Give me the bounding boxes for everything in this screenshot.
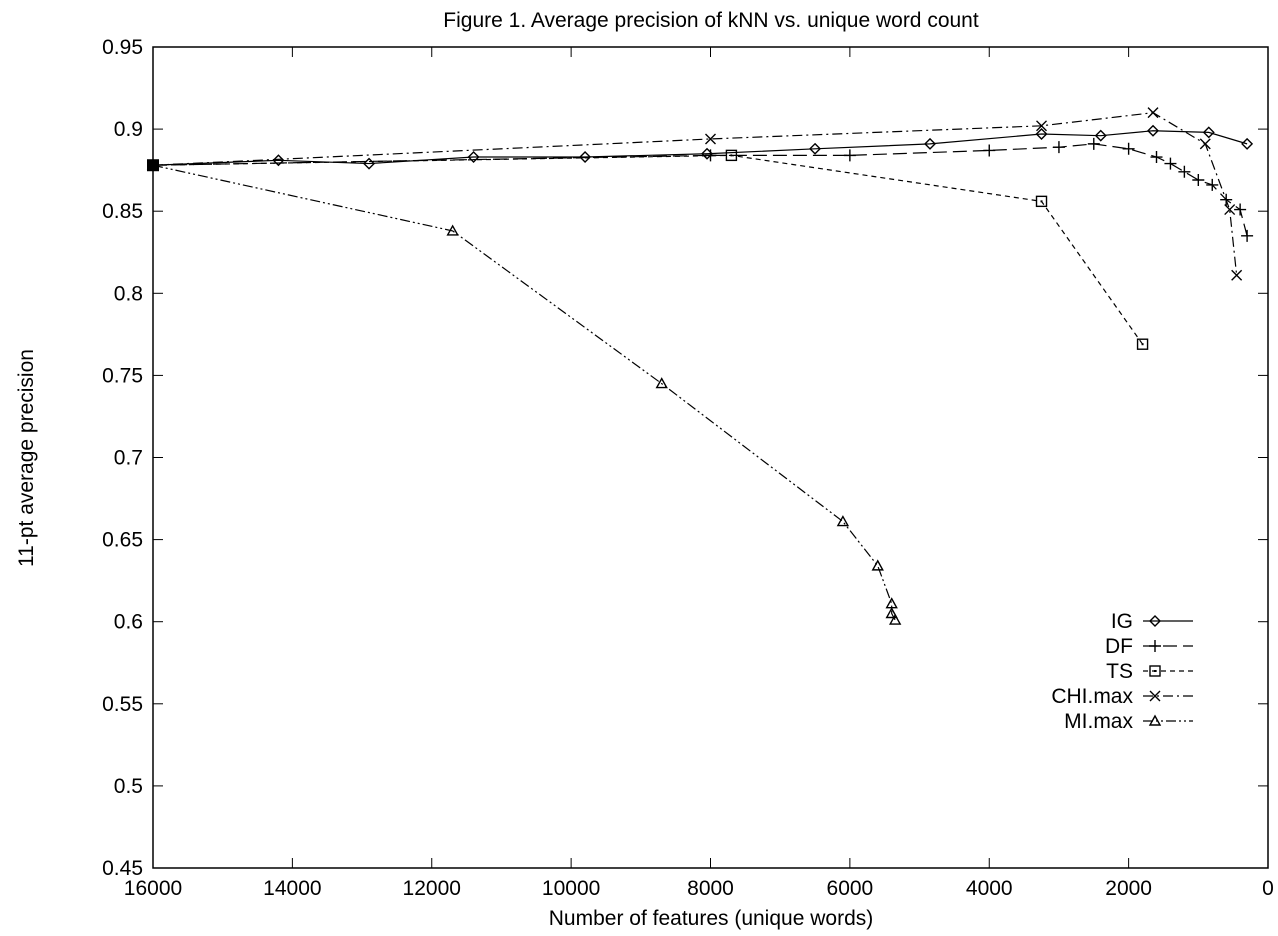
data-point — [1231, 269, 1243, 281]
series-group — [146, 107, 1254, 625]
data-point — [1147, 124, 1160, 137]
x-tick-label: 6000 — [827, 877, 874, 900]
y-tick-label: 0.45 — [102, 857, 143, 880]
data-point — [705, 133, 716, 145]
legend-item: DF — [1105, 635, 1193, 658]
data-point — [836, 515, 850, 527]
data-point-dot — [1040, 200, 1043, 203]
data-point-start — [147, 159, 159, 172]
data-point — [1150, 151, 1163, 164]
data-point — [446, 224, 459, 236]
legend-marker — [1148, 714, 1162, 726]
series-ig — [147, 124, 1254, 172]
data-point — [1234, 203, 1247, 216]
y-tick-label: 0.55 — [102, 693, 143, 716]
data-point — [885, 607, 898, 619]
data-point — [1094, 129, 1107, 142]
data-point — [1122, 142, 1135, 155]
legend-marker — [1149, 690, 1161, 702]
data-point — [1136, 338, 1149, 350]
data-point — [871, 559, 884, 571]
data-point — [1036, 120, 1048, 132]
chart-title: Figure 1. Average precision of kNN vs. u… — [443, 9, 979, 32]
data-point — [1206, 178, 1219, 191]
x-tick-label: 16000 — [124, 877, 182, 900]
legend-label: TS — [1106, 660, 1133, 683]
data-point — [1035, 128, 1048, 141]
legend-marker-dot — [1154, 670, 1156, 672]
data-point — [1147, 107, 1159, 119]
y-tick-label: 0.65 — [102, 529, 143, 552]
data-point — [1052, 141, 1065, 154]
y-tick-label: 0.95 — [102, 36, 143, 59]
data-point-dot — [730, 154, 733, 157]
y-tick-label: 0.75 — [102, 364, 143, 387]
legend-marker — [1149, 640, 1161, 652]
legend-label: IG — [1111, 610, 1133, 633]
x-tick-label: 8000 — [687, 877, 734, 900]
data-point — [467, 151, 480, 164]
data-point — [1199, 138, 1211, 150]
legend-item: CHI.max — [1051, 685, 1193, 708]
data-point — [1192, 174, 1205, 187]
y-tick-label: 0.7 — [114, 447, 143, 470]
legend-item: TS — [1106, 660, 1193, 683]
plot-frame — [152, 46, 1269, 869]
x-tick-label: 4000 — [966, 877, 1013, 900]
x-tick-label: 12000 — [403, 877, 461, 900]
series-chi-max — [147, 107, 1243, 281]
x-tick-label: 2000 — [1105, 877, 1152, 900]
data-point — [1241, 229, 1254, 242]
y-tick-label: 0.5 — [114, 775, 143, 798]
series-line — [152, 164, 896, 621]
data-point — [725, 149, 738, 162]
data-point — [1087, 137, 1100, 150]
data-point — [924, 137, 937, 150]
data-point — [579, 151, 592, 164]
data-point — [1178, 165, 1191, 178]
series-line — [152, 130, 1248, 166]
data-point — [1241, 137, 1254, 150]
legend-item: MI.max — [1064, 710, 1193, 733]
data-point — [809, 142, 822, 155]
y-axis-label: 11-pt average precision — [15, 349, 38, 567]
axis-ticks: 16000 14000 12000 10000 8000 6000 4000 2000 0 0.4… — [102, 36, 1274, 900]
data-point — [655, 377, 668, 389]
x-tick-label: 14000 — [263, 877, 321, 900]
data-point — [1202, 126, 1215, 139]
x-tick-label: 0 — [1262, 877, 1274, 900]
legend-marker — [1149, 615, 1161, 627]
data-point-dot — [1141, 343, 1144, 346]
data-point — [843, 149, 856, 162]
series-mi-max — [146, 158, 902, 625]
series-line — [152, 154, 1144, 345]
series-ts — [147, 149, 1149, 350]
data-point — [983, 144, 996, 157]
data-point — [1164, 157, 1177, 170]
data-point — [888, 613, 902, 625]
x-axis-label: Number of features (unique words) — [549, 907, 874, 930]
legend-item: IG — [1111, 610, 1193, 633]
y-tick-label: 0.85 — [102, 200, 143, 223]
y-tick-label: 0.9 — [114, 118, 143, 141]
series-line — [152, 112, 1238, 276]
y-tick-label: 0.6 — [114, 611, 143, 634]
data-point — [1035, 195, 1048, 208]
legend-label: DF — [1105, 635, 1133, 658]
x-tick-label: 10000 — [542, 877, 600, 900]
data-point — [1224, 204, 1236, 216]
y-tick-label: 0.8 — [114, 282, 143, 305]
legend-label: MI.max — [1064, 710, 1133, 733]
legend-label: CHI.max — [1051, 685, 1133, 708]
legend-marker — [1149, 665, 1161, 677]
